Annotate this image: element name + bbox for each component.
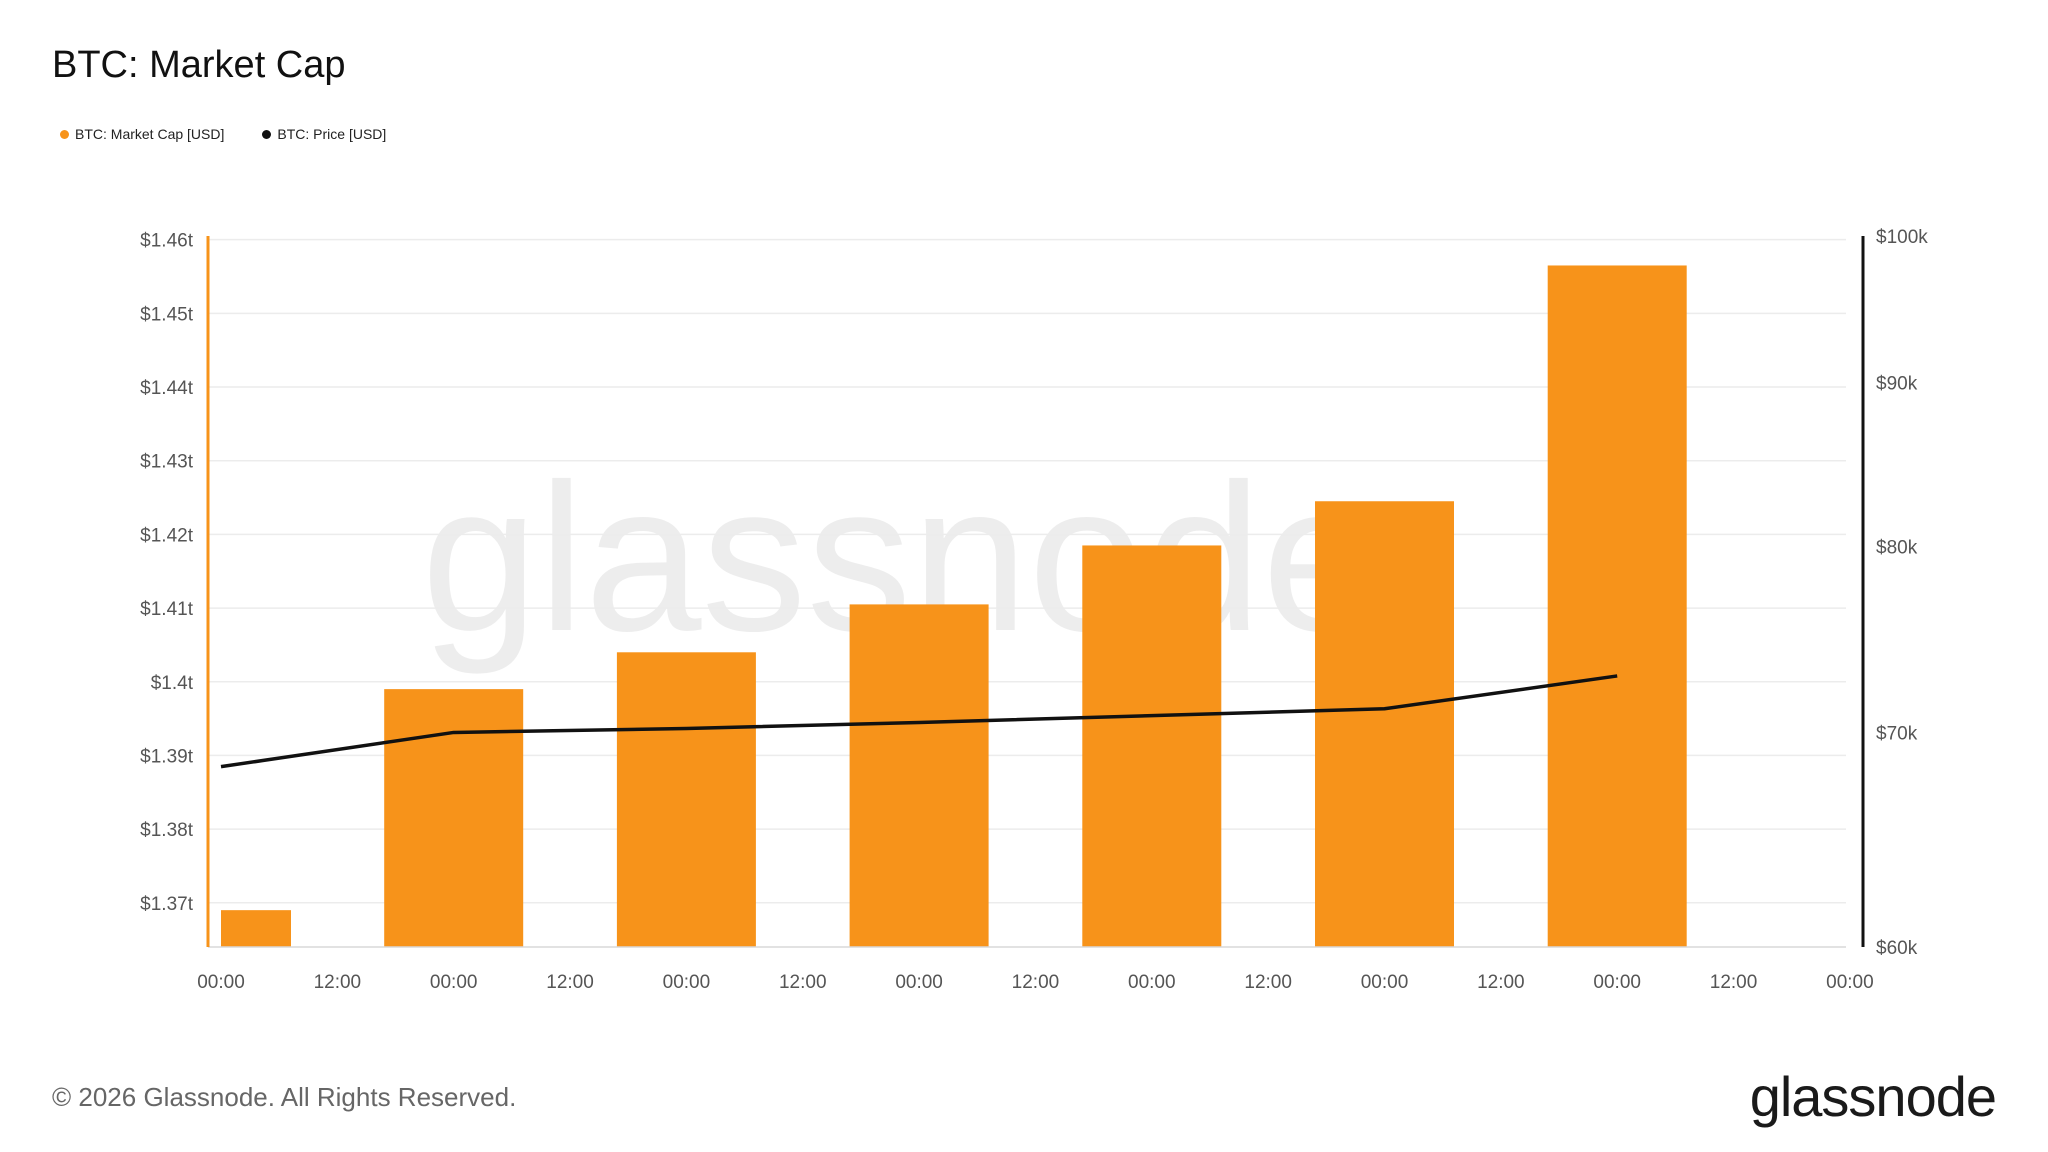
x-tick-label: 12:00	[546, 972, 594, 993]
legend-market-cap-dot-icon	[60, 129, 69, 139]
y-right-tick-label: $60k	[1876, 938, 1918, 959]
x-tick-label: 00:00	[1593, 972, 1641, 993]
chart-title: BTC: Market Cap	[52, 44, 346, 86]
x-tick-label: 12:00	[1477, 972, 1525, 993]
y-left-tick-label: $1.43t	[140, 452, 194, 473]
axes	[206, 236, 1865, 948]
copyright-footer: © 2026 Glassnode. All Rights Reserved.	[52, 1082, 517, 1112]
legend-price-dot-icon	[262, 129, 272, 139]
market-cap-bar	[849, 604, 989, 947]
x-tick-label: 12:00	[1710, 972, 1758, 993]
x-tick-label: 12:00	[1012, 972, 1060, 993]
legend-item-price[interactable]: BTC: Price [USD]	[262, 126, 386, 142]
x-tick-label: 00:00	[197, 972, 245, 993]
market-cap-bar	[1082, 545, 1222, 947]
y-right-tick-label: $100k	[1876, 227, 1928, 248]
y-right-tick-label: $90k	[1876, 374, 1918, 395]
x-tick-label: 12:00	[314, 972, 362, 993]
y-left-tick-label: $1.41t	[140, 599, 194, 620]
x-tick-label: 00:00	[895, 972, 943, 993]
market-cap-bar	[1547, 265, 1687, 947]
x-tick-label: 00:00	[1128, 972, 1176, 993]
price-line	[220, 674, 1618, 769]
y-right-tick-label: $70k	[1876, 723, 1918, 744]
x-tick-label: 00:00	[1826, 972, 1874, 993]
bars	[221, 265, 1687, 947]
legend-market-cap-label: BTC: Market Cap [USD]	[75, 126, 225, 142]
x-tick-label: 12:00	[779, 972, 827, 993]
tick-labels: $1.37t $1.38t $1.39t $1.4t $1.41t $1.42t $1.43…	[140, 227, 1928, 993]
y-left-tick-label: $1.44t	[140, 378, 194, 399]
y-left-tick-label: $1.4t	[151, 673, 194, 694]
y-left-tick-label: $1.45t	[140, 304, 194, 325]
market-cap-bar	[1315, 501, 1454, 947]
y-left-tick-label: $1.38t	[140, 820, 194, 841]
glassnode-logo[interactable]: glassnode	[1749, 1065, 1997, 1128]
x-tick-label: 00:00	[1361, 972, 1409, 993]
market-cap-bar	[221, 910, 291, 947]
legend: BTC: Market Cap [USD] BTC: Price [USD]	[60, 126, 386, 142]
legend-price-label: BTC: Price [USD]	[277, 126, 387, 142]
y-left-tick-label: $1.42t	[140, 525, 194, 546]
x-tick-label: 00:00	[663, 972, 711, 993]
y-right-tick-label: $80k	[1876, 538, 1918, 559]
market-cap-bar	[384, 689, 524, 947]
x-tick-label: 00:00	[430, 972, 478, 993]
price-series-line	[220, 674, 1618, 769]
y-left-tick-label: $1.39t	[140, 746, 194, 767]
y-left-tick-label: $1.46t	[140, 231, 194, 252]
market-cap-bar	[616, 652, 756, 947]
x-tick-label: 12:00	[1244, 972, 1292, 993]
legend-item-market-cap[interactable]: BTC: Market Cap [USD]	[60, 126, 224, 142]
y-left-tick-label: $1.37t	[140, 894, 194, 915]
